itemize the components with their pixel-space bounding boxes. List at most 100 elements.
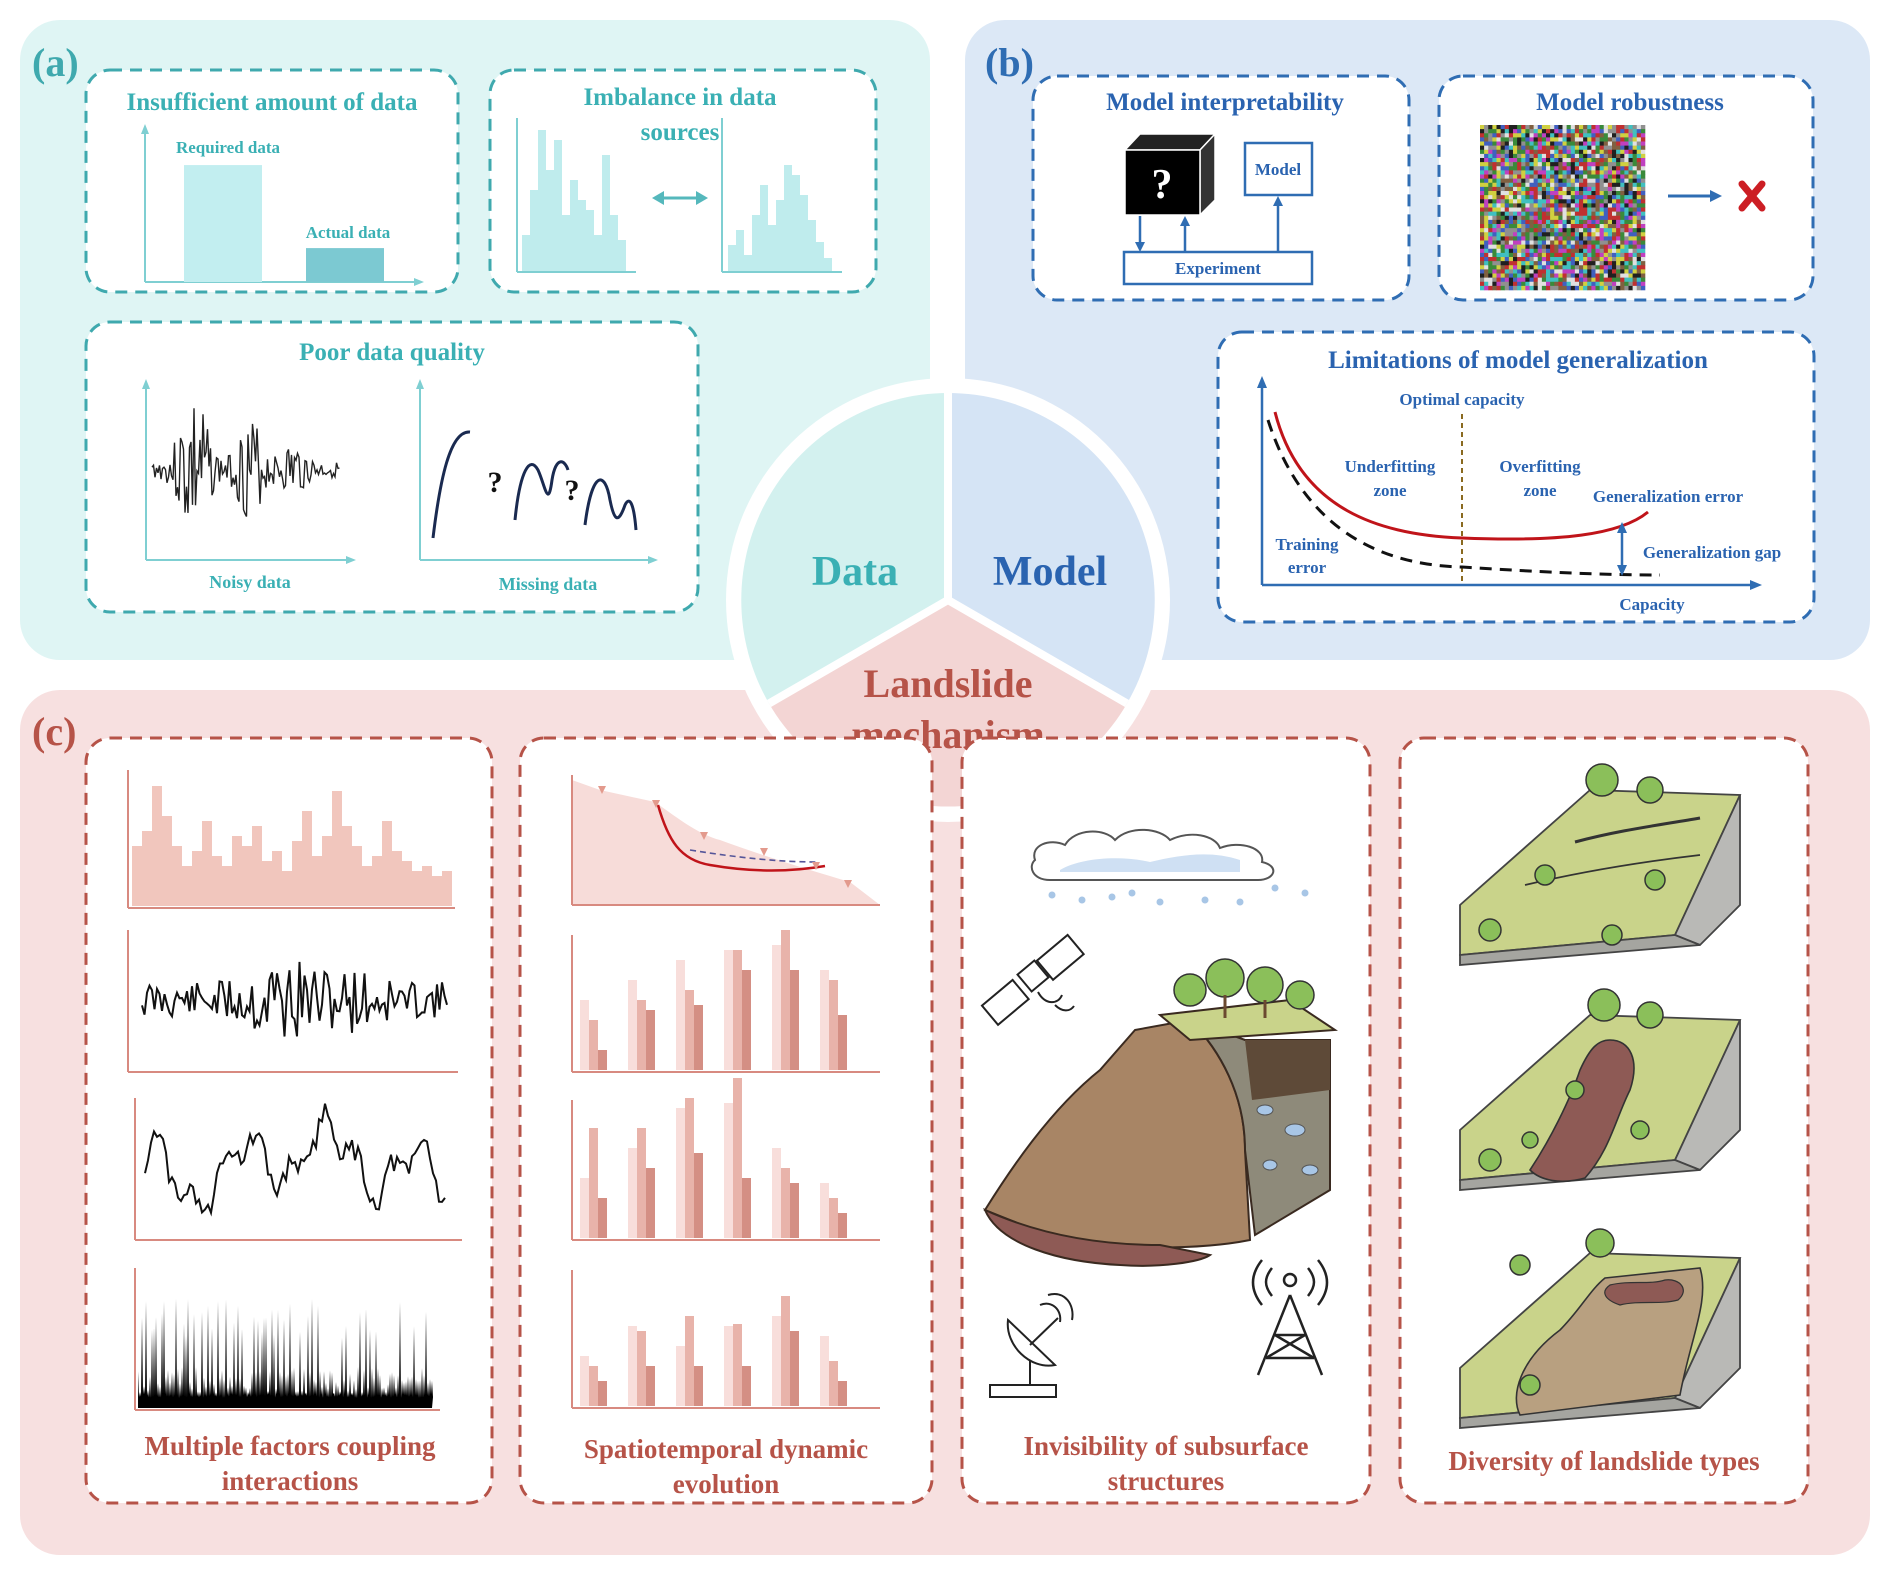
noise-pixel xyxy=(1628,149,1633,155)
noise-pixel xyxy=(1554,244,1559,250)
noise-pixel xyxy=(1595,191,1600,196)
noise-pixel xyxy=(1599,257,1605,262)
noise-pixel xyxy=(1541,265,1547,270)
noise-pixel xyxy=(1570,248,1576,254)
noise-pixel xyxy=(1488,137,1493,142)
noise-pixel xyxy=(1508,257,1514,262)
noise-pixel xyxy=(1599,207,1605,212)
noise-pixel xyxy=(1508,174,1514,179)
noise-pixel xyxy=(1616,211,1621,217)
noise-pixel xyxy=(1574,211,1580,217)
noise-pixel xyxy=(1554,158,1559,163)
noise-pixel xyxy=(1591,133,1596,138)
noise-pixel xyxy=(1521,285,1526,291)
noise-pixel xyxy=(1579,269,1584,274)
noise-pixel xyxy=(1517,182,1522,188)
noise-pixel xyxy=(1640,133,1646,138)
noise-pixel xyxy=(1599,162,1605,167)
spatiotemporal-bar xyxy=(589,1020,598,1070)
noise-pixel xyxy=(1574,145,1580,151)
noise-pixel xyxy=(1558,257,1563,262)
noise-pixel xyxy=(1500,195,1506,200)
noise-pixel xyxy=(1504,228,1510,233)
noise-pixel xyxy=(1484,273,1489,278)
noise-pixel xyxy=(1521,219,1526,225)
noise-pixel xyxy=(1636,277,1642,283)
noise-pixel xyxy=(1500,236,1506,241)
noise-pixel xyxy=(1558,203,1563,208)
noise-pixel xyxy=(1620,248,1625,254)
noise-pixel xyxy=(1546,236,1551,241)
noise-pixel xyxy=(1525,137,1530,142)
noise-pixel xyxy=(1632,269,1638,274)
noise-pixel xyxy=(1496,236,1501,241)
noise-pixel xyxy=(1603,174,1609,179)
noise-pixel xyxy=(1607,215,1613,221)
noise-pixel xyxy=(1632,174,1638,179)
noise-pixel xyxy=(1537,224,1543,229)
noise-pixel xyxy=(1591,252,1596,258)
spatiotemporal-bar xyxy=(598,1198,607,1238)
noise-pixel xyxy=(1554,219,1559,225)
noise-pixel xyxy=(1533,285,1539,291)
noise-pixel xyxy=(1541,149,1547,155)
noise-pixel xyxy=(1537,240,1543,245)
noise-pixel xyxy=(1603,281,1609,287)
noise-pixel xyxy=(1558,129,1563,134)
noise-pixel xyxy=(1500,244,1506,250)
noise-pixel xyxy=(1583,145,1588,151)
noise-pixel xyxy=(1480,248,1485,254)
noise-pixel xyxy=(1599,145,1605,151)
noise-pixel xyxy=(1603,232,1609,237)
noise-pixel xyxy=(1628,145,1633,151)
noise-pixel xyxy=(1525,248,1530,254)
noise-pixel xyxy=(1632,153,1638,159)
noise-pixel xyxy=(1496,153,1501,159)
noise-pixel xyxy=(1541,257,1547,262)
noise-pixel xyxy=(1492,195,1497,200)
spatiotemporal-bar xyxy=(820,1183,829,1238)
noise-pixel xyxy=(1529,261,1534,266)
noise-pixel xyxy=(1513,248,1518,254)
noise-pixel xyxy=(1607,248,1613,254)
noise-pixel xyxy=(1529,269,1534,274)
noise-pixel xyxy=(1591,162,1596,167)
noise-pixel xyxy=(1620,137,1625,142)
generalization-title: Limitations of model generalization xyxy=(1328,347,1708,374)
noise-pixel xyxy=(1587,224,1592,229)
noise-pixel xyxy=(1595,137,1600,142)
noise-pixel xyxy=(1488,261,1493,266)
noise-pixel xyxy=(1529,252,1534,258)
noise-pixel xyxy=(1504,125,1510,130)
noise-pixel xyxy=(1566,145,1572,151)
noise-pixel xyxy=(1496,244,1501,250)
noise-pixel xyxy=(1595,153,1600,159)
spatiotemporal-bar xyxy=(646,1010,655,1070)
noise-pixel xyxy=(1620,186,1625,192)
noise-pixel xyxy=(1496,137,1501,142)
noise-pixel xyxy=(1480,174,1485,179)
noise-pixel xyxy=(1591,265,1596,270)
noise-pixel xyxy=(1632,240,1638,245)
noise-pixel xyxy=(1529,203,1534,208)
spatiotemporal-bar xyxy=(781,930,790,1070)
spatiotemporal-bar xyxy=(589,1366,598,1406)
spatiotemporal-bar xyxy=(742,970,751,1070)
noise-pixel xyxy=(1517,228,1522,233)
noise-pixel xyxy=(1562,240,1567,245)
noise-pixel xyxy=(1517,207,1522,212)
noise-pixel xyxy=(1562,261,1567,266)
noise-pixel xyxy=(1529,149,1534,155)
slope-type-2 xyxy=(1459,988,1742,1191)
noise-image xyxy=(1480,125,1646,291)
noise-pixel xyxy=(1570,133,1576,138)
noise-pixel xyxy=(1579,277,1584,283)
noise-pixel xyxy=(1624,248,1629,254)
noise-pixel xyxy=(1492,170,1497,175)
noise-pixel xyxy=(1574,273,1580,278)
noise-pixel xyxy=(1574,224,1580,229)
noise-pixel xyxy=(1620,219,1625,225)
noise-pixel xyxy=(1607,174,1613,179)
noise-pixel xyxy=(1500,228,1506,233)
noise-pixel xyxy=(1504,232,1510,237)
